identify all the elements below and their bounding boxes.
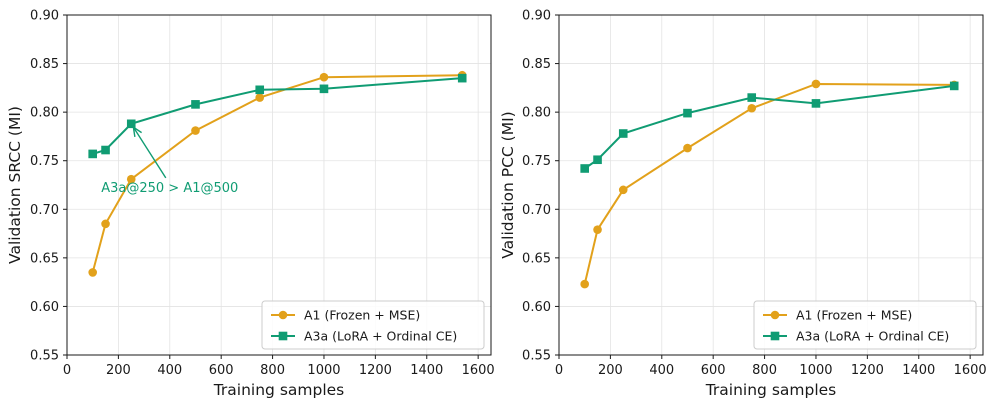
legend-label: A1 (Frozen + MSE) <box>304 308 420 323</box>
y-tick-label: 0.80 <box>522 106 551 121</box>
data-point <box>457 73 467 83</box>
x-tick-label: 800 <box>752 363 777 378</box>
y-tick-label: 0.60 <box>30 300 59 315</box>
x-tick-label: 1400 <box>902 363 935 378</box>
data-point <box>126 119 136 129</box>
plot-frame <box>558 14 984 356</box>
legend-marker <box>770 331 780 341</box>
annotation-text: A3a@250 > A1@500 <box>101 181 238 196</box>
y-tick-label: 0.80 <box>30 106 59 121</box>
legend-label: A1 (Frozen + MSE) <box>796 308 912 323</box>
y-tick-label: 0.75 <box>30 154 59 169</box>
y-tick-label: 0.90 <box>30 9 59 24</box>
data-point <box>683 143 692 153</box>
data-point <box>811 79 821 89</box>
data-point <box>191 100 200 109</box>
x-tick-label: 600 <box>701 363 726 378</box>
data-point <box>191 126 200 135</box>
data-point <box>747 93 757 102</box>
x-tick-label: 200 <box>598 363 623 378</box>
legend-label: A3a (LoRA + Ordinal CE) <box>796 329 949 344</box>
x-tick-label: 1000 <box>307 363 340 378</box>
data-point <box>683 108 692 118</box>
x-tick-label: 1200 <box>359 363 392 378</box>
x-tick-label: 400 <box>649 363 674 378</box>
legend-marker <box>770 310 780 320</box>
plot-frame <box>66 14 492 356</box>
data-point <box>255 93 265 102</box>
annotation-arrowhead <box>132 125 142 138</box>
x-tick-label: 600 <box>209 363 234 378</box>
y-tick-label: 0.60 <box>522 300 551 315</box>
chart-panel-2: 0 200 400 600 800 1000 1200 1400 1600 0.55 0.60 0.6… <box>499 9 987 400</box>
data-point <box>126 174 136 184</box>
data-point <box>88 149 97 159</box>
data-point <box>747 103 757 113</box>
x-axis-label: Training samples <box>213 381 345 399</box>
data-point <box>101 145 110 155</box>
x-tick-label: 1600 <box>954 363 987 378</box>
data-point <box>88 268 97 277</box>
y-tick-label: 0.70 <box>30 203 59 218</box>
x-tick-label: 0 <box>555 363 563 378</box>
data-point <box>811 99 821 108</box>
x-tick-label: 0 <box>63 363 71 378</box>
series-line <box>91 74 463 273</box>
y-tick-label: 0.75 <box>522 154 551 169</box>
data-point <box>580 279 589 289</box>
legend-box <box>753 300 977 350</box>
x-tick-label: 800 <box>260 363 285 378</box>
y-tick-label: 0.65 <box>522 251 551 266</box>
data-point <box>580 164 589 173</box>
x-tick-label: 400 <box>157 363 182 378</box>
data-point <box>618 129 628 138</box>
legend: A1 (Frozen + MSE) A3a (LoRA + Ordinal CE) <box>753 300 977 350</box>
x-axis-label: Training samples <box>705 381 837 399</box>
data-point <box>618 185 628 195</box>
legend: A1 (Frozen + MSE) A3a (LoRA + Ordinal CE) <box>261 300 485 350</box>
legend-label: A3a (LoRA + Ordinal CE) <box>304 329 457 344</box>
data-point <box>255 85 265 95</box>
y-tick-label: 0.55 <box>522 349 551 364</box>
legend-box <box>261 300 485 350</box>
data-point <box>101 219 110 229</box>
y-tick-label: 0.85 <box>522 57 551 72</box>
y-tick-label: 0.90 <box>522 9 551 24</box>
y-tick-label: 0.55 <box>30 349 59 364</box>
data-point <box>949 81 959 91</box>
series-line <box>583 82 955 285</box>
x-tick-label: 200 <box>106 363 131 378</box>
legend-marker <box>278 331 288 341</box>
y-axis-label: Validation PCC (MI) <box>499 111 517 258</box>
chart-panel-1: 0 200 400 600 800 1000 1200 1400 1600 0.55 0.60 0.6… <box>6 9 495 400</box>
data-point <box>319 84 329 94</box>
annotation-arrow <box>132 126 167 179</box>
series-line <box>584 84 955 170</box>
series-line <box>92 77 463 155</box>
y-tick-label: 0.65 <box>30 251 59 266</box>
y-tick-label: 0.70 <box>522 203 551 218</box>
y-tick-label: 0.85 <box>30 57 59 72</box>
data-point <box>593 225 602 234</box>
data-point <box>319 72 329 82</box>
x-tick-label: 1600 <box>462 363 495 378</box>
x-tick-label: 1000 <box>799 363 832 378</box>
data-point <box>593 155 602 165</box>
x-tick-label: 1400 <box>410 363 443 378</box>
legend-marker <box>278 310 288 320</box>
x-tick-label: 1200 <box>851 363 884 378</box>
y-axis-label: Validation SRCC (MI) <box>6 106 24 264</box>
